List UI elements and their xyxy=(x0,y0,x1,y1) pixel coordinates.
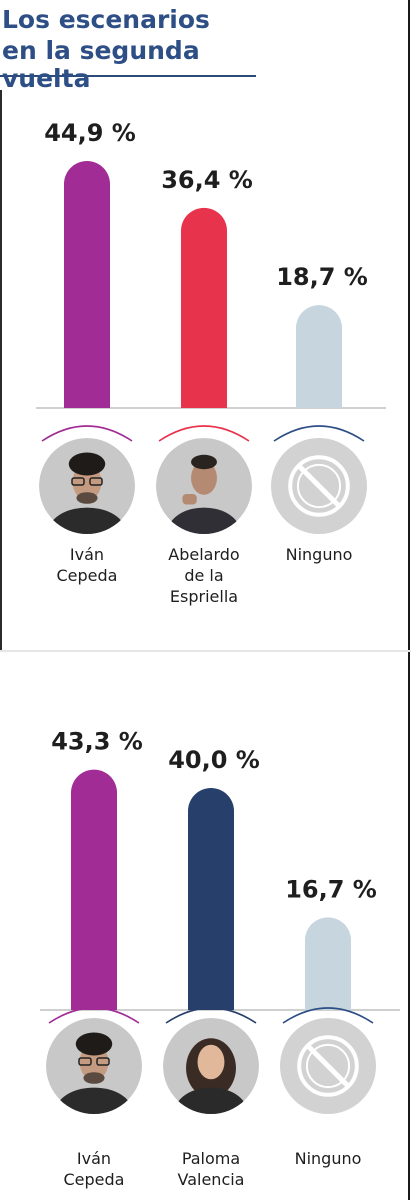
candidate-arc xyxy=(48,1007,140,1024)
person-photo-icon xyxy=(156,438,252,534)
candidate-photo xyxy=(39,438,135,534)
bar-chart-scenario-1: 44,9 % Iván Cepeda 36,4 % Abelardo de la Espri… xyxy=(36,119,386,606)
category-label: Ninguno xyxy=(286,545,353,564)
bar xyxy=(71,769,117,1010)
bar xyxy=(305,917,351,1010)
candidate-photo xyxy=(163,1018,259,1114)
candidate-photo xyxy=(280,1018,376,1114)
category-label: Iván Cepeda xyxy=(64,1149,125,1189)
candidate-photo xyxy=(271,438,367,534)
candidate-arc xyxy=(41,425,133,442)
data-label: 44,9 % xyxy=(44,119,136,147)
panel-border-left xyxy=(0,90,2,650)
data-label: 18,7 % xyxy=(276,263,368,291)
bar-chart-scenario-2: 43,3 % Iván Cepeda 40,0 % Paloma Valencia 16,7… xyxy=(40,728,400,1189)
candidate-arc xyxy=(165,1007,257,1024)
person-photo-icon xyxy=(46,1018,142,1114)
title-block: Los escenarios en la segunda vuelta xyxy=(0,0,256,93)
candidate-arc xyxy=(282,1007,374,1024)
candidate-photo xyxy=(46,1018,142,1114)
bar xyxy=(64,161,110,408)
no-symbol-icon xyxy=(280,1018,376,1114)
bar xyxy=(181,207,227,408)
bar xyxy=(188,788,234,1010)
no-symbol-icon xyxy=(271,438,367,534)
data-label: 16,7 % xyxy=(285,875,377,903)
category-label: Abelardo de la Espriella xyxy=(168,545,239,606)
data-label: 40,0 % xyxy=(168,746,260,774)
person-photo-icon xyxy=(163,1018,259,1114)
panel-border-right-2 xyxy=(408,652,410,1200)
panel-divider xyxy=(0,650,411,652)
candidate-photo xyxy=(156,438,252,534)
person-photo-icon xyxy=(39,438,135,534)
bar xyxy=(296,305,342,408)
candidate-arc xyxy=(273,425,365,442)
category-label: Paloma Valencia xyxy=(178,1149,245,1189)
panel-border-right xyxy=(408,0,410,650)
data-label: 36,4 % xyxy=(161,166,253,194)
data-label: 43,3 % xyxy=(51,728,143,756)
page-title-line-2: en la segunda vuelta xyxy=(2,36,200,93)
category-label: Ninguno xyxy=(295,1149,362,1168)
category-label: Iván Cepeda xyxy=(57,545,118,585)
page-title-line-1: Los escenarios xyxy=(2,5,210,34)
candidate-arc xyxy=(158,425,250,442)
